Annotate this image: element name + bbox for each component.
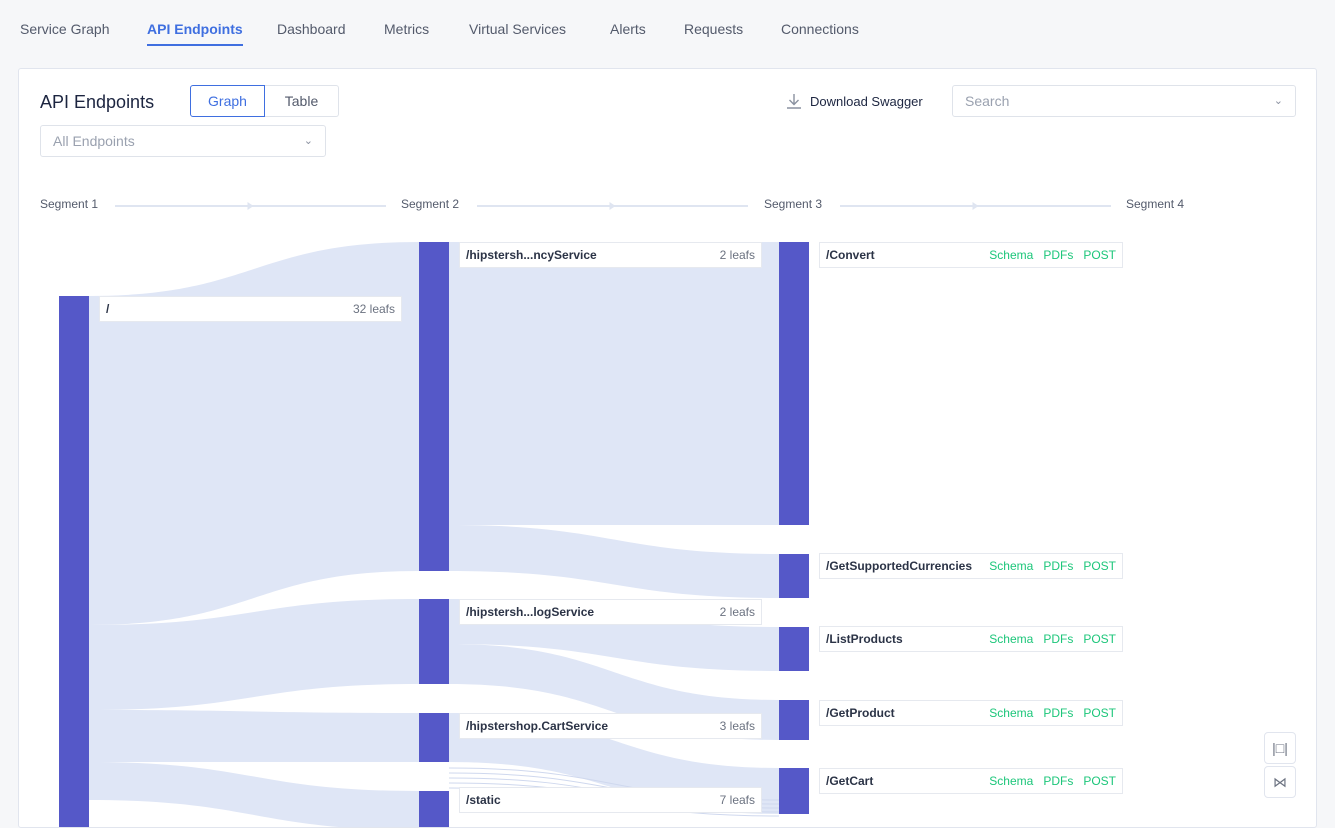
table-view-button[interactable]: Table (265, 85, 339, 117)
action-pdfs-link[interactable]: PDFs (1043, 706, 1074, 720)
node-label-seg3[interactable]: /Convert Schema PDFs POST (819, 242, 1123, 268)
download-swagger-button[interactable]: Download Swagger (786, 93, 923, 109)
node-seg3-3 (779, 700, 809, 740)
segment-4-label: Segment 4 (1126, 197, 1185, 211)
node-seg2-1 (419, 599, 449, 684)
tab-service-graph[interactable]: Service Graph (20, 21, 110, 37)
leaf-count: 7 leafs (719, 793, 755, 807)
segment-1-label: Segment 1 (40, 197, 99, 211)
node-name: /Convert (826, 248, 875, 262)
action-post-link[interactable]: POST (1083, 774, 1116, 788)
action-schema-link[interactable]: Schema (989, 632, 1034, 646)
sankey-link (449, 525, 779, 598)
tab-connections[interactable]: Connections (781, 21, 859, 37)
leaf-count: 32 leafs (352, 302, 395, 316)
node-label-root[interactable]: / 32 leafs (99, 296, 402, 322)
api-endpoints-panel: API Endpoints Graph Table All Endpoints ⌄… (18, 68, 1317, 828)
node-name: /hipstershop.CartService (466, 719, 609, 733)
node-seg3-2 (779, 627, 809, 671)
action-schema-link[interactable]: Schema (989, 774, 1034, 788)
node-seg3-0 (779, 242, 809, 525)
endpoint-actions: Schema PDFs POST (979, 554, 1116, 578)
chevron-down-icon: ⌄ (1273, 95, 1283, 107)
leaf-count: 2 leafs (719, 605, 755, 619)
sankey-link (89, 242, 419, 625)
sankey-link (449, 242, 779, 525)
node-seg2-0 (419, 242, 449, 571)
node-seg2-3 (419, 791, 449, 827)
sankey-link (89, 599, 419, 710)
action-schema-link[interactable]: Schema (989, 706, 1034, 720)
segment-arrow (247, 202, 254, 210)
graph-view-button[interactable]: Graph (190, 85, 265, 117)
node-name: /static (466, 793, 501, 807)
page-title: API Endpoints (40, 92, 155, 112)
fit-view-button[interactable]: |□| (1264, 732, 1296, 764)
action-post-link[interactable]: POST (1083, 706, 1116, 720)
endpoint-filter-value: All Endpoints (53, 133, 135, 149)
endpoint-actions: Schema PDFs POST (979, 243, 1116, 267)
action-post-link[interactable]: POST (1083, 632, 1116, 646)
action-post-link[interactable]: POST (1083, 559, 1116, 573)
node-label-seg3[interactable]: /GetCart Schema PDFs POST (819, 768, 1123, 794)
action-schema-link[interactable]: Schema (989, 559, 1034, 573)
layout-button[interactable]: ⋈ (1264, 766, 1296, 798)
node-name: /GetSupportedCurrencies (826, 559, 973, 573)
tab-api-endpoints[interactable]: API Endpoints (147, 21, 243, 46)
node-name: /GetCart (826, 774, 874, 788)
leaf-count: 3 leafs (719, 719, 755, 733)
segment-arrow (609, 202, 616, 210)
endpoint-actions: Schema PDFs POST (979, 627, 1116, 651)
leaf-count: 2 leafs (719, 248, 755, 262)
node-seg2-2 (419, 713, 449, 762)
node-name: / (106, 302, 110, 316)
node-label-seg2[interactable]: /hipstersh...ncyService 2 leafs (459, 242, 762, 268)
node-name: /hipstersh...ncyService (466, 248, 597, 262)
node-label-seg2[interactable]: /static 7 leafs (459, 787, 762, 813)
endpoint-actions: Schema PDFs POST (979, 769, 1116, 793)
sankey-link (89, 710, 419, 762)
download-icon (787, 94, 801, 109)
search-select[interactable]: Search ⌄ (952, 85, 1296, 117)
action-schema-link[interactable]: Schema (989, 248, 1034, 262)
segment-2-label: Segment 2 (401, 197, 460, 211)
chevron-down-icon: ⌄ (303, 135, 313, 147)
sankey-graph (59, 202, 1111, 827)
segment-3-label: Segment 3 (764, 197, 823, 211)
nav-tabs: Service Graph API Endpoints Dashboard Metri… (0, 0, 1335, 60)
sankey-link (89, 762, 419, 827)
nodes-icon: ⋈ (1273, 773, 1287, 790)
endpoint-actions: Schema PDFs POST (979, 701, 1116, 725)
tab-requests[interactable]: Requests (684, 21, 744, 37)
endpoint-filter-select[interactable]: All Endpoints ⌄ (40, 125, 326, 157)
node-seg3-4 (779, 768, 809, 814)
action-pdfs-link[interactable]: PDFs (1043, 248, 1074, 262)
action-post-link[interactable]: POST (1083, 248, 1116, 262)
node-seg3-1 (779, 554, 809, 598)
search-placeholder: Search (965, 93, 1010, 109)
download-swagger-label: Download Swagger (810, 93, 923, 109)
action-pdfs-link[interactable]: PDFs (1043, 774, 1074, 788)
action-pdfs-link[interactable]: PDFs (1043, 559, 1074, 573)
action-pdfs-link[interactable]: PDFs (1043, 632, 1074, 646)
node-name: /ListProducts (826, 632, 903, 646)
tab-virtual-services[interactable]: Virtual Services (469, 21, 567, 37)
tab-metrics[interactable]: Metrics (384, 21, 430, 37)
segment-arrow (972, 202, 979, 210)
node-label-seg3[interactable]: /ListProducts Schema PDFs POST (819, 626, 1123, 652)
view-toggle: Graph Table (190, 85, 339, 117)
fit-icon: |□| (1272, 740, 1288, 756)
node-label-seg2[interactable]: /hipstershop.CartService 3 leafs (459, 713, 762, 739)
tab-alerts[interactable]: Alerts (610, 21, 646, 37)
node-name: /GetProduct (826, 706, 895, 720)
node-label-seg3[interactable]: /GetProduct Schema PDFs POST (819, 700, 1123, 726)
tab-dashboard[interactable]: Dashboard (277, 21, 346, 37)
node-name: /hipstersh...logService (466, 605, 595, 619)
node-root (59, 296, 89, 827)
node-label-seg3[interactable]: /GetSupportedCurrencies Schema PDFs POST (819, 553, 1123, 579)
node-label-seg2[interactable]: /hipstersh...logService 2 leafs (459, 599, 762, 625)
